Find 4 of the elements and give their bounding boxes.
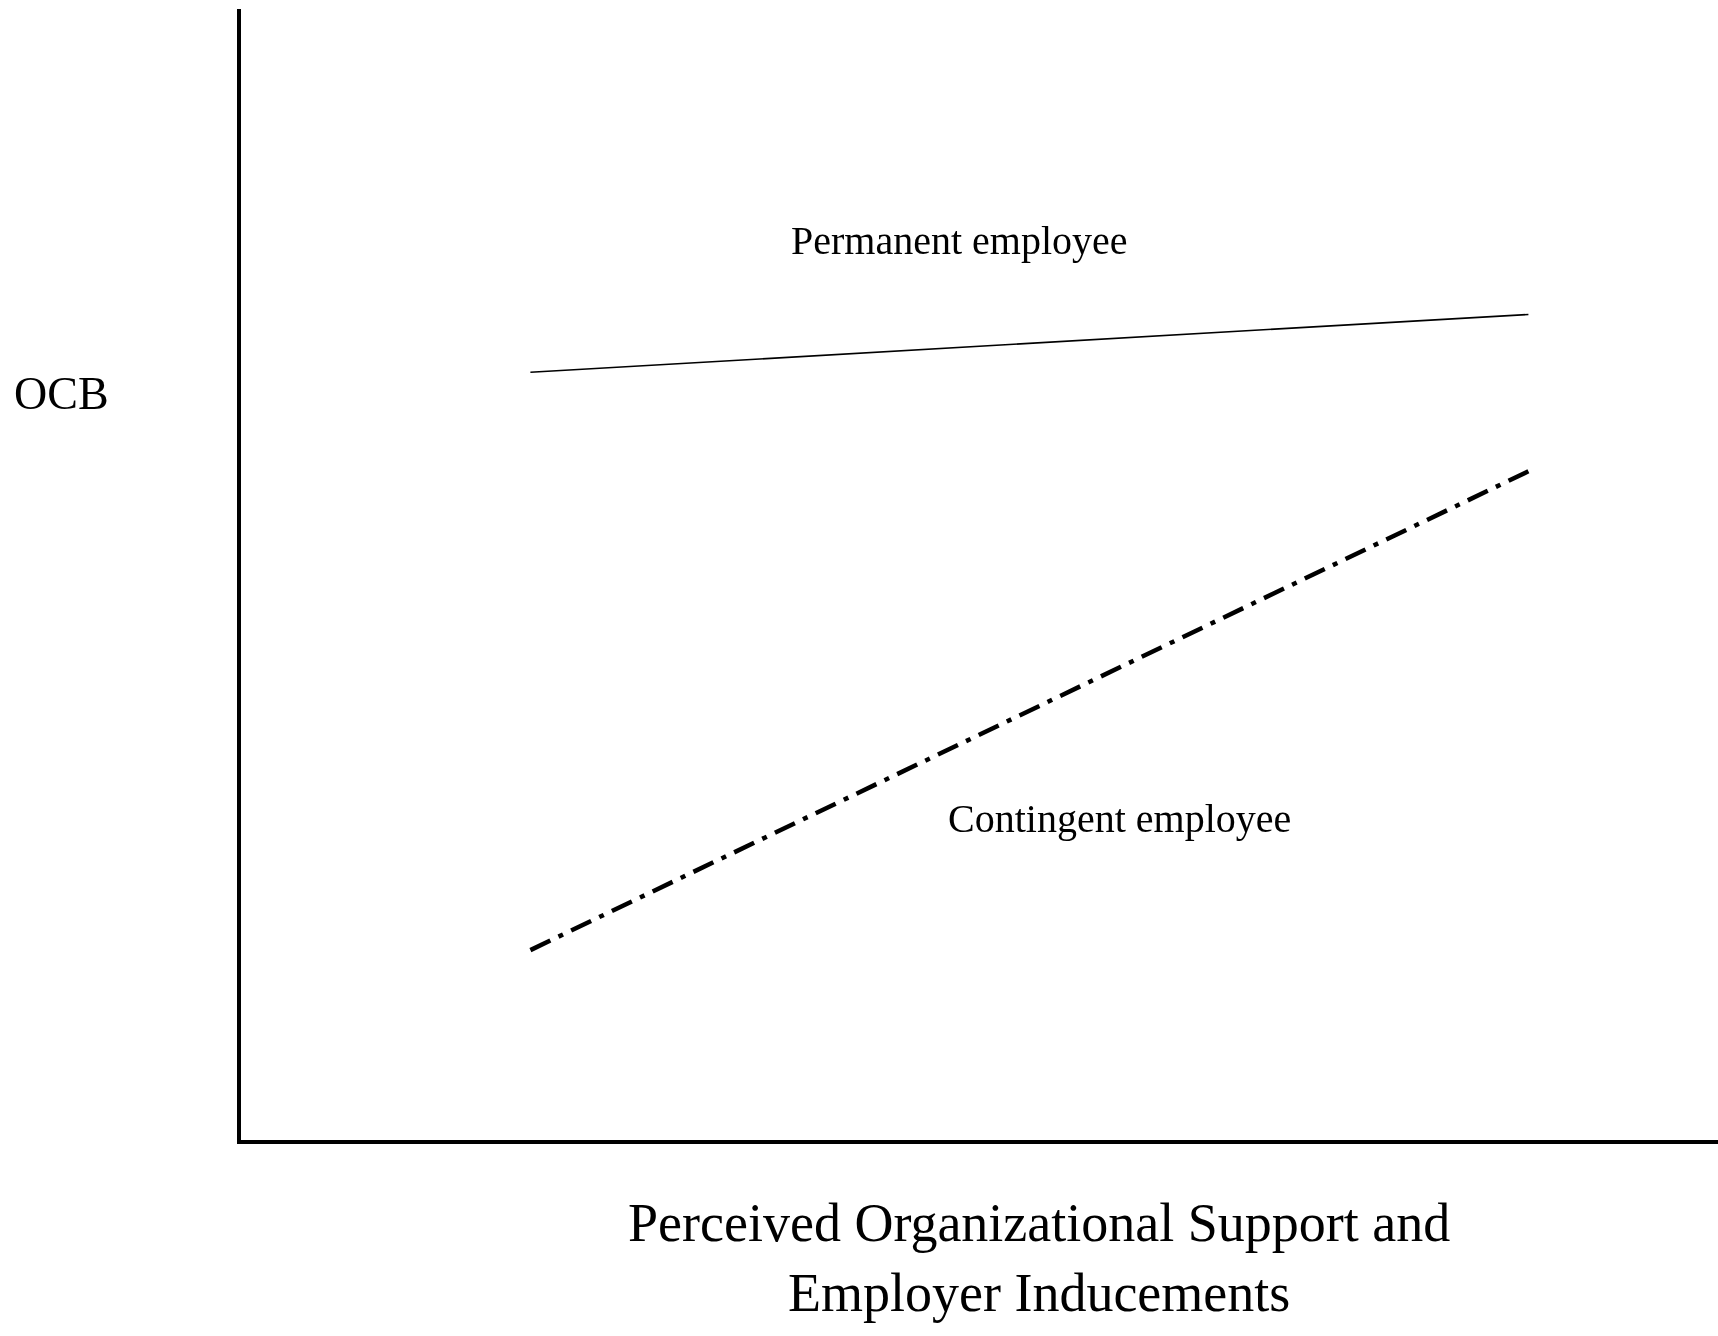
series-label: Permanent employee bbox=[791, 218, 1128, 263]
series-label: Contingent employee bbox=[948, 796, 1292, 841]
x-axis-title: Perceived Organizational Support and Employer Inducements bbox=[628, 1193, 1451, 1324]
y-axis-title: OCB bbox=[14, 368, 109, 419]
